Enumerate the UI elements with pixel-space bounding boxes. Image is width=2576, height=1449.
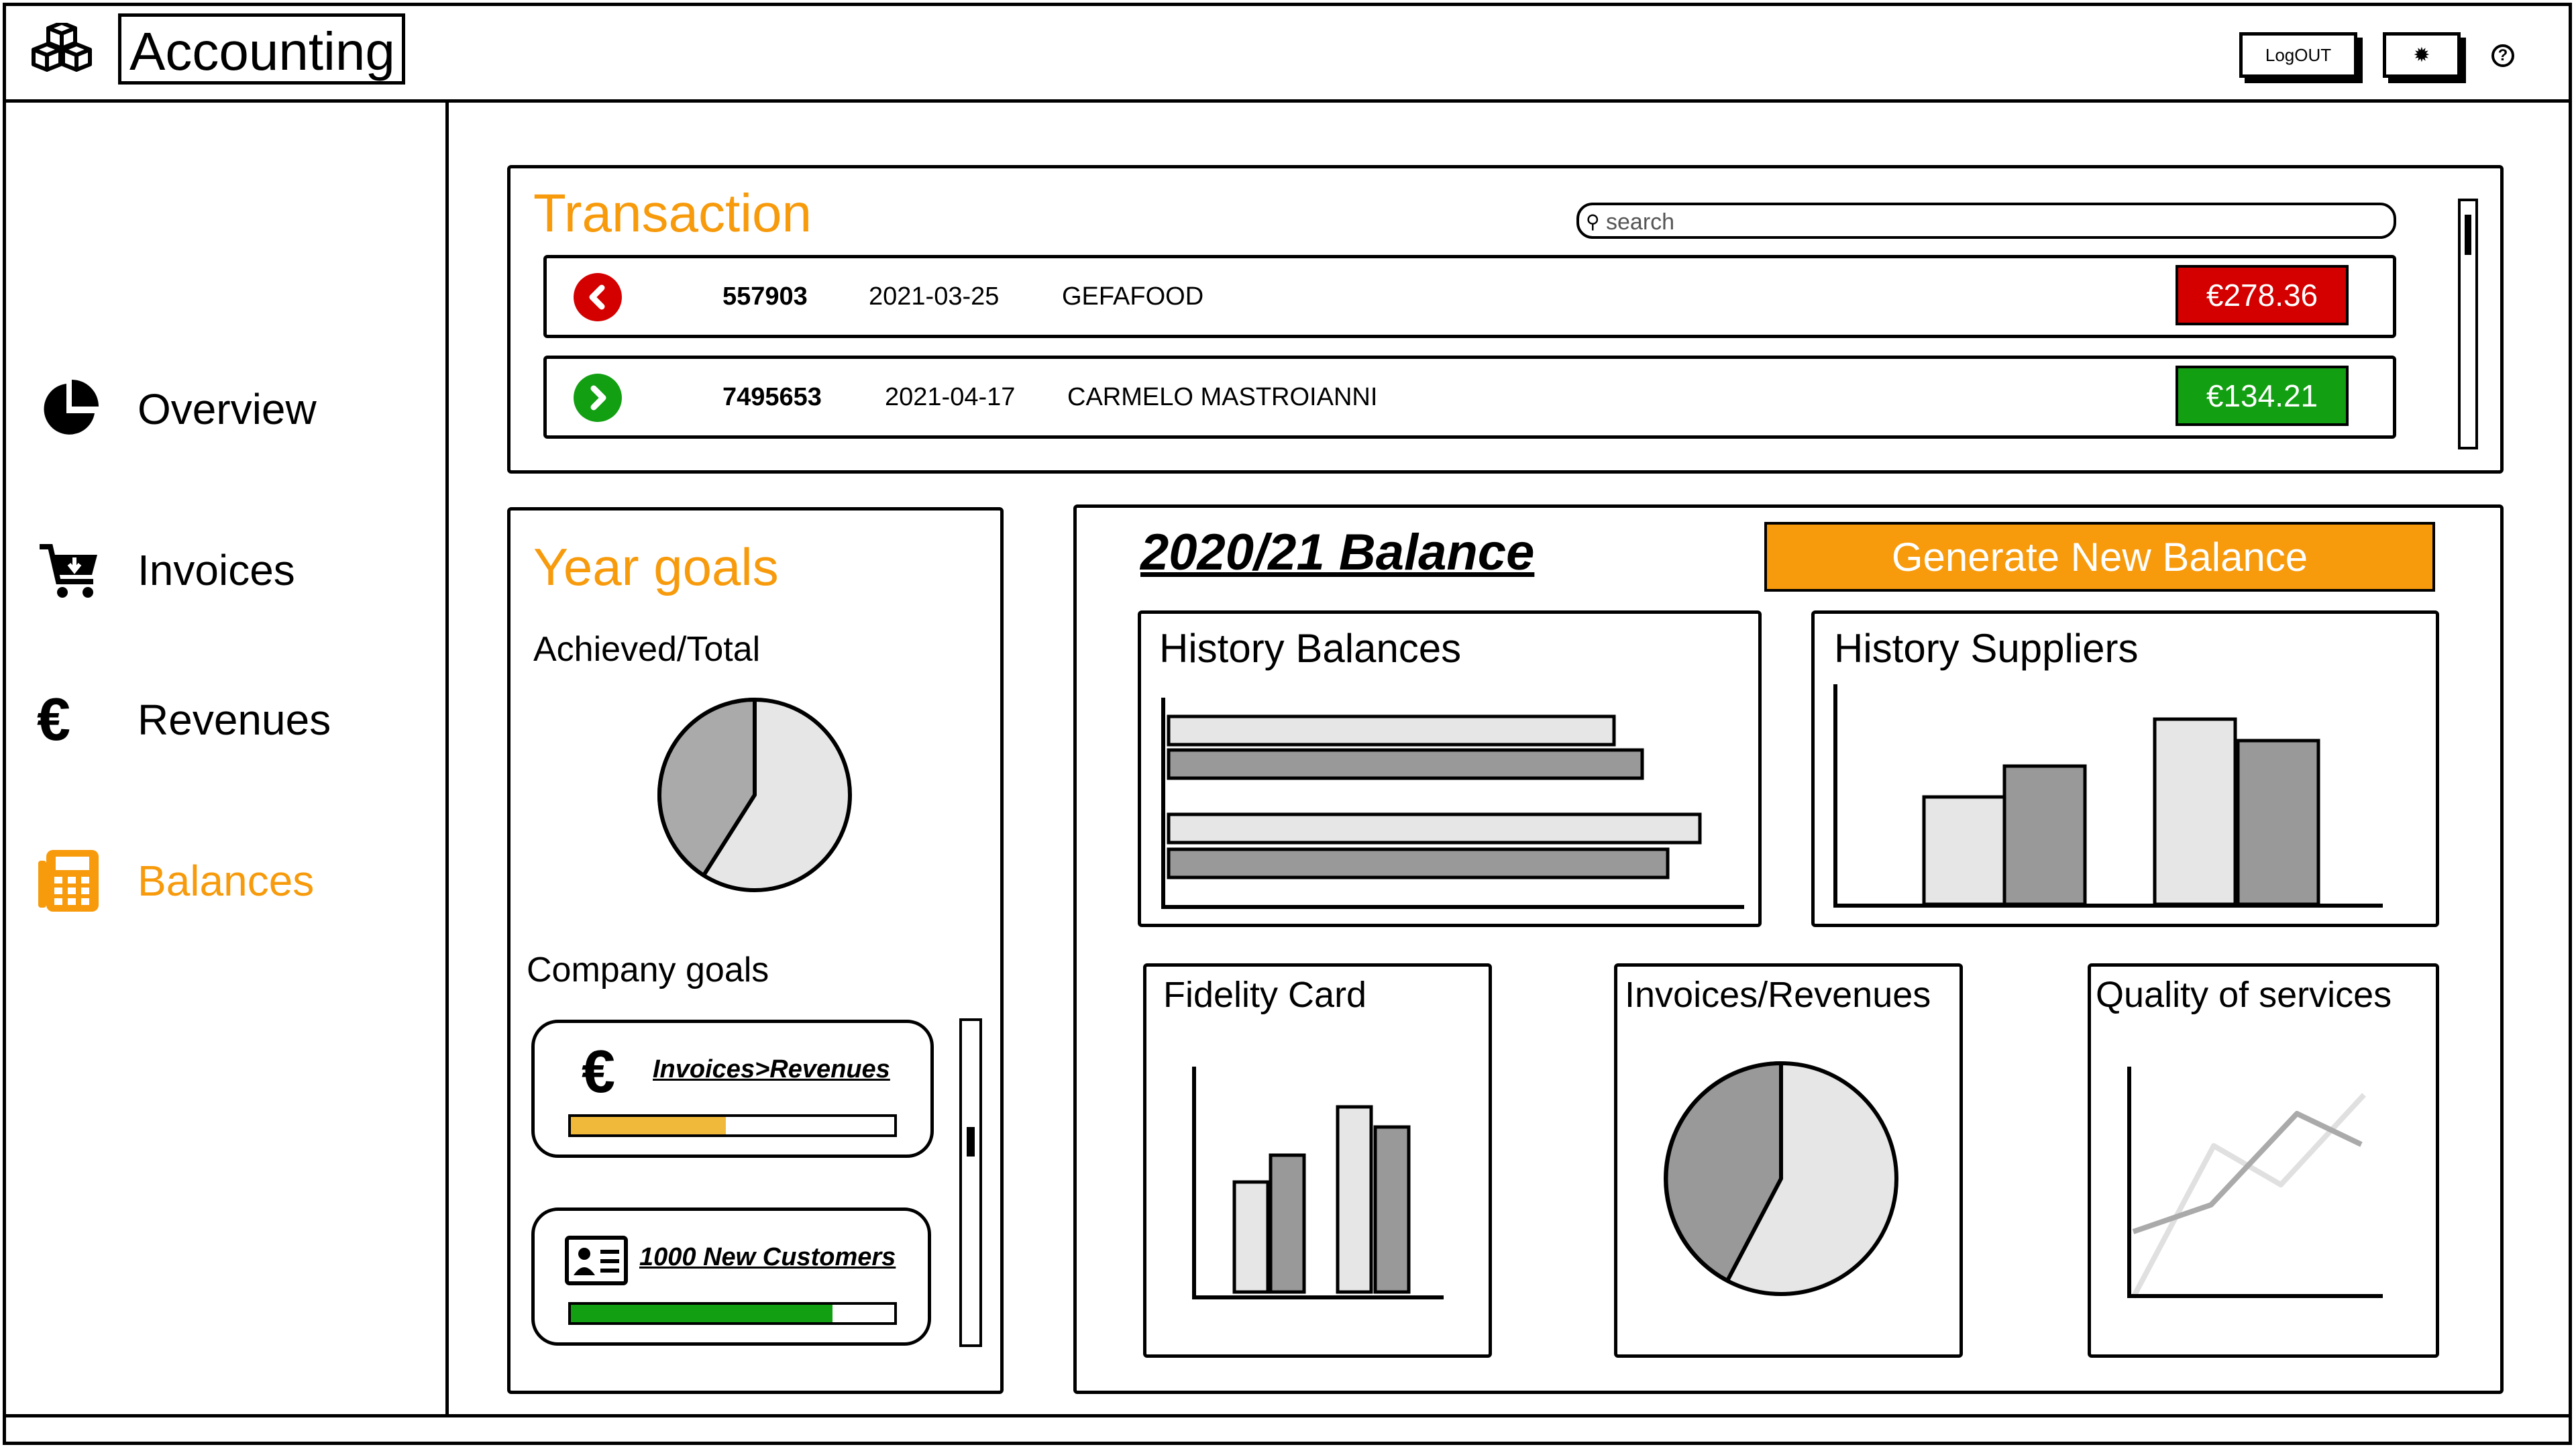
transaction-id: 7495653: [722, 382, 822, 411]
history-suppliers-chart: [1833, 684, 2383, 908]
transaction-date: 2021-03-25: [869, 282, 1000, 311]
history-suppliers-title: History Suppliers: [1834, 626, 2139, 671]
goal-progress-bar: [568, 1114, 897, 1137]
sidebar-item-balances[interactable]: Balances: [37, 844, 413, 918]
history-suppliers-bar: [2153, 717, 2237, 906]
generate-balance-label: Generate New Balance: [1891, 534, 2308, 580]
goal-card-new-customers[interactable]: 1000 New Customers: [531, 1208, 931, 1346]
generate-balance-button[interactable]: Generate New Balance: [1764, 522, 2435, 592]
goal-label: Invoices>Revenues: [653, 1055, 890, 1083]
transaction-amount: €278.36: [2176, 265, 2349, 325]
quality-services-title: Quality of services: [2096, 975, 2392, 1015]
help-icon[interactable]: ?: [2491, 44, 2514, 67]
history-suppliers-bar: [1922, 795, 2006, 906]
history-balances-bar: [1167, 714, 1616, 747]
search-icon: ⚲: [1586, 211, 1600, 232]
scrollbar-thumb[interactable]: [2465, 215, 2471, 255]
sidebar-item-label: Revenues: [138, 696, 331, 744]
history-balances-bar: [1167, 748, 1644, 780]
sidebar-item-label: Balances: [138, 857, 315, 905]
transaction-id: 557903: [722, 282, 808, 311]
quality-services-line: [2132, 1111, 2363, 1234]
sidebar-divider: [445, 102, 449, 1417]
transaction-row[interactable]: 557903 2021-03-25 GEFAFOOD €278.36: [543, 255, 2396, 338]
achieved-pie-chart: [657, 698, 852, 892]
header-divider: [4, 99, 2572, 103]
gear-icon: ✹: [2413, 44, 2430, 66]
quality-services-line: [2131, 1093, 2366, 1299]
transaction-date: 2021-04-17: [885, 382, 1016, 411]
sidebar-item-overview[interactable]: Overview: [37, 372, 413, 446]
fidelity-card-bar: [1373, 1125, 1411, 1294]
invoices-revenues-title: Invoices/Revenues: [1625, 975, 1931, 1015]
goal-progress-fill: [571, 1305, 833, 1322]
goal-progress-fill: [571, 1117, 727, 1134]
transaction-party: CARMELO MASTROIANNI: [1067, 382, 1378, 411]
cart-icon: [37, 537, 104, 604]
scrollbar-thumb[interactable]: [967, 1127, 975, 1157]
app-title-box: Accounting: [118, 13, 405, 85]
settings-button[interactable]: ✹: [2383, 32, 2461, 78]
fidelity-card-bar: [1232, 1180, 1270, 1294]
year-goals-title: Year goals: [533, 537, 779, 596]
fidelity-card-bar: [1269, 1153, 1306, 1294]
sidebar-item-revenues[interactable]: € Revenues: [37, 683, 413, 757]
invoices-revenues-chart: [1664, 1061, 1898, 1296]
history-balances-bar: [1167, 812, 1702, 845]
history-suppliers-bar: [2002, 764, 2087, 906]
transactions-scrollbar[interactable]: [2458, 199, 2478, 449]
sidebar-item-invoices[interactable]: Invoices: [37, 533, 413, 607]
history-suppliers-widget: [1811, 610, 2439, 927]
goal-label: 1000 New Customers: [639, 1243, 896, 1271]
app-window: [3, 3, 2572, 1445]
footer-divider: [4, 1414, 2572, 1417]
achieved-pie-slice: [657, 698, 757, 877]
transaction-party: GEFAFOOD: [1062, 282, 1204, 311]
history-suppliers-bar: [2236, 739, 2320, 906]
goal-progress-bar: [568, 1302, 897, 1325]
balance-title: 2020/21 Balance: [1140, 524, 1535, 581]
history-balances-bar: [1167, 847, 1670, 879]
company-goals-label: Company goals: [527, 951, 769, 989]
transaction-amount: €134.21: [2176, 366, 2349, 426]
transactions-title: Transaction: [533, 183, 812, 243]
transaction-row[interactable]: 7495653 2021-04-17 CARMELO MASTROIANNI €…: [543, 356, 2396, 439]
fidelity-card-widget: [1143, 963, 1492, 1358]
fidelity-card-title: Fidelity Card: [1163, 975, 1367, 1015]
euro-icon: €: [582, 1038, 616, 1106]
euro-icon: €: [37, 686, 71, 753]
logo-icon: [28, 21, 95, 76]
id-card-icon: [564, 1235, 629, 1289]
pie-chart-icon: [37, 376, 104, 443]
achieved-label: Achieved/Total: [533, 630, 761, 669]
quality-services-chart: [2127, 1067, 2383, 1299]
search-input[interactable]: search: [1606, 209, 1675, 235]
logout-label: LogOUT: [2265, 44, 2332, 65]
history-balances-title: History Balances: [1159, 626, 1462, 671]
logout-button[interactable]: LogOUT: [2239, 32, 2357, 78]
fidelity-card-bar: [1336, 1105, 1373, 1294]
sidebar-item-label: Invoices: [138, 546, 295, 594]
chevron-left-icon: [574, 273, 622, 321]
fidelity-card-chart: [1192, 1067, 1444, 1299]
sidebar-item-label: Overview: [138, 385, 317, 433]
invoices-revenues-pie-slice: [1664, 1061, 1783, 1283]
history-balances-chart: [1161, 698, 1744, 909]
app-title: Accounting: [129, 21, 395, 81]
quality-services-widget: [2088, 963, 2439, 1358]
search-field[interactable]: ⚲ search: [1576, 203, 2396, 239]
goal-card-invoices-revenues[interactable]: € Invoices>Revenues: [531, 1020, 934, 1158]
calculator-icon: [37, 847, 104, 914]
chevron-right-icon: [574, 374, 622, 422]
goals-scrollbar[interactable]: [959, 1018, 982, 1347]
